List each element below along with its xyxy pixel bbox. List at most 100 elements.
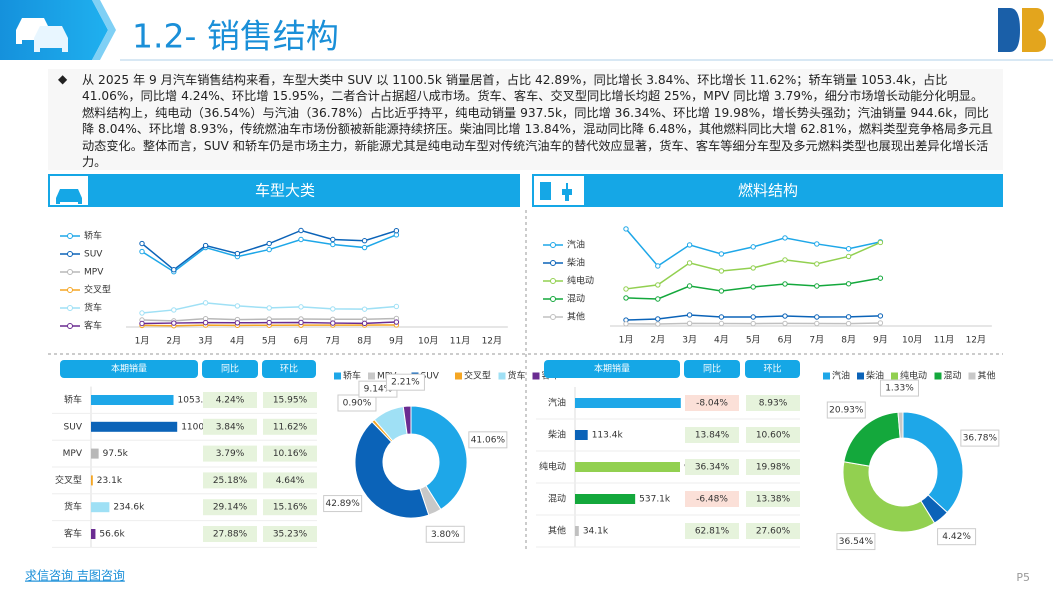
legend-label: 交叉型 [464,370,491,382]
data-label-box [425,525,465,543]
summary-box [48,69,1003,170]
value-label: 1053.4k [178,396,215,406]
category-label: 客车 [64,528,82,540]
column-header-bg [684,360,740,378]
cell-text: 3.79% [216,449,245,459]
column-header: 本期销量 [594,363,630,375]
point [686,260,693,266]
point [171,320,177,326]
point [782,257,788,263]
x-tick-label: 6月 [778,335,793,346]
cell-bg [203,472,257,489]
data-label: 42.89% [325,499,360,509]
column-header-bg [745,360,800,378]
section-title: 燃料结构 [738,182,798,200]
point [655,296,661,302]
cell-bg [685,459,739,475]
bar [575,462,680,472]
section-title: 车型大类 [255,182,315,200]
point [298,319,304,326]
footer-brand: 求信咨询 吉图咨询 [25,568,125,583]
point [750,284,756,290]
point [845,246,852,252]
cell-bg [746,459,800,475]
legend-swatch [498,372,506,380]
legend-label: 柴油 [567,257,585,269]
legend-marker [550,242,556,248]
data-label-box [385,373,425,391]
x-tick-label: 2月 [650,335,665,346]
cell-text: 10.16% [273,449,308,459]
legend-label: 货车 [84,302,102,314]
point [171,307,177,313]
point [361,320,368,327]
bar [575,430,588,440]
cell-bg [263,499,317,516]
cell-text: -8.04% [696,399,728,409]
legend-label: 轿车 [343,370,361,382]
point [139,310,145,316]
point [814,314,820,320]
data-label-box [323,495,363,513]
logo [998,8,1046,52]
legend-label: 货车 [508,370,526,382]
bar [575,494,636,504]
value-label: 234.6k [113,503,145,513]
point [298,236,304,243]
cell-text: 13.84% [695,431,730,441]
value-label: 113.4k [592,431,624,441]
point [845,314,852,320]
header-icon [16,18,68,52]
point [750,244,756,250]
cell-bg [263,418,317,435]
car-icon [56,189,82,204]
bar [91,475,93,486]
x-tick-label: 1月 [135,336,150,347]
x-tick-label: 11月 [450,336,470,347]
legend-swatch [532,372,540,380]
point [361,238,368,244]
category-label: 柴油 [548,429,566,441]
point [655,282,661,288]
legend-swatch [334,372,341,380]
cell-bg [203,445,257,462]
data-label: 1.33% [885,384,914,394]
x-tick-label: 4月 [714,335,729,346]
fuel-icon [540,182,572,201]
x-tick-label: 10月 [418,336,438,347]
cell-bg [746,395,800,411]
value-label: 56.6k [99,530,125,540]
column-header-bg [202,360,258,378]
point [623,226,629,232]
legend-label: 轿车 [84,230,102,242]
cell-text: 36.34% [695,463,730,473]
cell-bg [203,418,257,435]
category-label: MPV [63,449,83,459]
point [814,261,820,267]
point [845,320,852,327]
column-header: 环比 [280,363,298,375]
legend-marker [67,269,73,275]
point [361,306,368,312]
legend-label: 汽油 [567,239,585,251]
point [361,244,368,251]
cell-text: 10.60% [756,431,791,441]
point [623,295,629,301]
column-header-bg [262,360,316,378]
point [845,253,852,260]
x-tick-label: 9月 [873,335,888,346]
x-tick-label: 7月 [809,335,824,346]
x-tick-label: 9月 [389,336,404,347]
legend-label: 混动 [567,294,585,305]
point [202,242,209,249]
point [298,304,304,310]
cell-bg [263,445,317,462]
legend-swatch [455,372,462,380]
cell-bg [203,499,257,516]
point [686,283,693,289]
category-label: 纯电动 [539,461,566,473]
data-label: 2.21% [391,378,420,388]
legend-swatch [934,372,942,380]
x-tick-label: 4月 [230,336,245,347]
legend-marker [67,233,73,239]
